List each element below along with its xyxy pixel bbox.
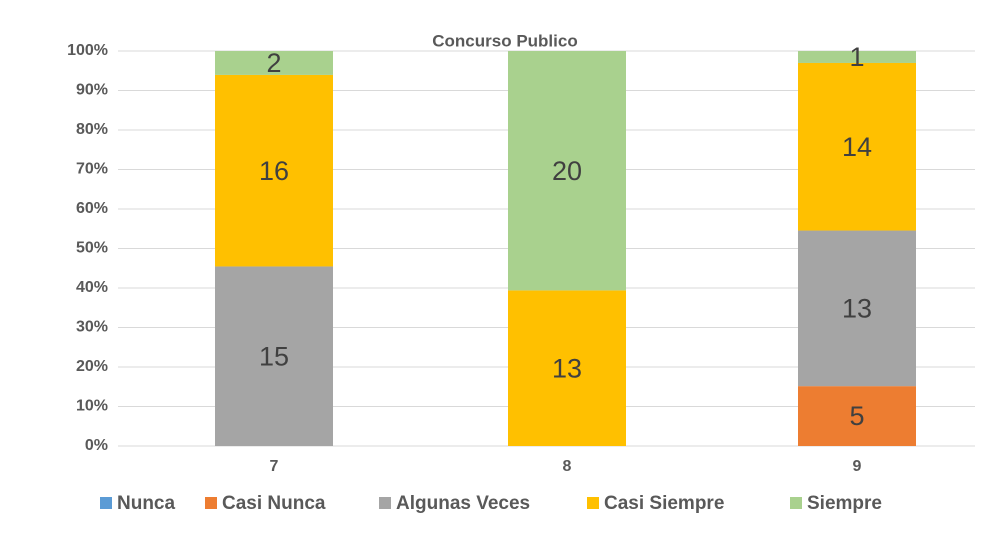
bar-segment [798, 62, 916, 231]
bar-segment [798, 51, 916, 63]
legend-swatch [587, 497, 599, 509]
y-tick-label: 80% [76, 121, 108, 138]
data-label: 15 [259, 341, 289, 371]
data-label: 13 [552, 353, 582, 383]
legend-swatch [205, 497, 217, 509]
legend-swatch [100, 497, 112, 509]
bar-segment [215, 51, 333, 75]
y-tick-label: 30% [76, 319, 108, 336]
bar-segment [798, 230, 916, 387]
y-tick-label: 100% [67, 42, 108, 59]
bar-segment [798, 386, 916, 446]
y-tick-label: 0% [85, 437, 108, 454]
x-tick-label: 8 [563, 458, 572, 475]
bar-segment [508, 51, 626, 291]
legend-label: Casi Siempre [604, 493, 724, 514]
bar-segment [215, 74, 333, 267]
data-label: 1 [849, 42, 864, 72]
legend-label: Siempre [807, 493, 882, 514]
y-tick-label: 10% [76, 398, 108, 415]
data-label: 16 [259, 156, 289, 186]
data-label: 20 [552, 156, 582, 186]
legend-swatch [379, 497, 391, 509]
data-label: 13 [842, 293, 872, 323]
y-tick-label: 20% [76, 358, 108, 375]
legend-swatch [790, 497, 802, 509]
y-tick-label: 70% [76, 161, 108, 178]
y-tick-label: 60% [76, 200, 108, 217]
data-label: 2 [266, 48, 281, 78]
chart-title: Concurso Publico [432, 31, 577, 50]
x-tick-label: 9 [853, 458, 862, 475]
legend-label: Nunca [117, 493, 176, 514]
y-tick-label: 90% [76, 82, 108, 99]
legend-label: Algunas Veces [396, 493, 530, 514]
y-tick-label: 40% [76, 279, 108, 296]
x-tick-label: 7 [270, 458, 279, 475]
data-label: 5 [849, 401, 864, 431]
bar-segment [215, 266, 333, 446]
legend-label: Casi Nunca [222, 493, 326, 514]
y-tick-label: 50% [76, 240, 108, 257]
bar-segment [508, 290, 626, 446]
data-label: 14 [842, 132, 872, 162]
